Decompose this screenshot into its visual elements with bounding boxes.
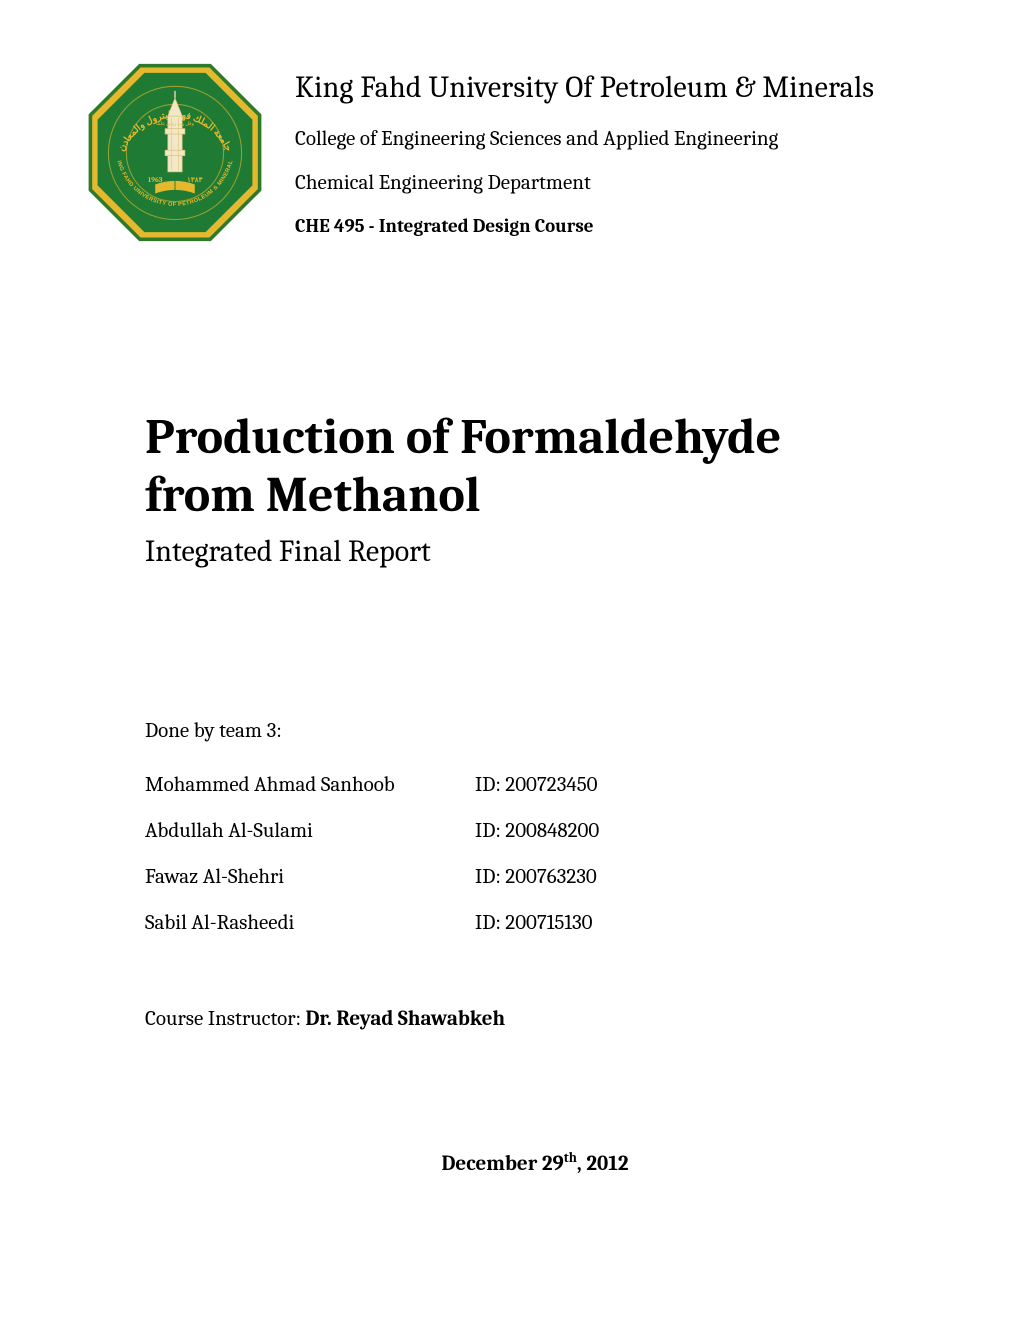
team-heading: Done by team 3: bbox=[145, 719, 925, 743]
team-block: Done by team 3: Mohammed Ahmad Sanhoob I… bbox=[145, 719, 925, 1031]
header-row: جامعة الملك فهد للبترول والمعادن KING FA… bbox=[145, 55, 925, 249]
logo-year-western: 1963 bbox=[148, 176, 163, 184]
header-text-block: King Fahd University Of Petroleum & Mine… bbox=[295, 55, 925, 237]
kfupm-logo-icon: جامعة الملك فهد للبترول والمعادن KING FA… bbox=[85, 60, 265, 249]
member-name: Abdullah Al-Sulami bbox=[145, 819, 475, 865]
date-prefix: December 29 bbox=[441, 1152, 563, 1176]
title-line-1: Production of Formaldehyde bbox=[145, 408, 781, 466]
table-row: Fawaz Al-Shehri ID: 200763230 bbox=[145, 865, 599, 911]
date-suffix: , 2012 bbox=[577, 1152, 629, 1176]
member-id: ID: 200715130 bbox=[475, 911, 599, 957]
team-table: Mohammed Ahmad Sanhoob ID: 200723450 Abd… bbox=[145, 773, 599, 957]
member-name: Sabil Al-Rasheedi bbox=[145, 911, 475, 957]
instructor-line: Course Instructor: Dr. Reyad Shawabkeh bbox=[145, 1007, 925, 1031]
table-row: Mohammed Ahmad Sanhoob ID: 200723450 bbox=[145, 773, 599, 819]
table-row: Abdullah Al-Sulami ID: 200848200 bbox=[145, 819, 599, 865]
course-code: CHE 495 - Integrated Design Course bbox=[295, 215, 925, 237]
report-title: Production of Formaldehyde from Methanol bbox=[145, 409, 925, 524]
member-id: ID: 200763230 bbox=[475, 865, 599, 911]
title-line-2: from Methanol bbox=[145, 466, 480, 524]
university-name: King Fahd University Of Petroleum & Mine… bbox=[295, 70, 925, 105]
member-id: ID: 200723450 bbox=[475, 773, 599, 819]
instructor-name: Dr. Reyad Shawabkeh bbox=[305, 1007, 505, 1031]
instructor-label: Course Instructor: bbox=[145, 1007, 305, 1031]
report-subtitle: Integrated Final Report bbox=[145, 534, 925, 569]
member-name: Fawaz Al-Shehri bbox=[145, 865, 475, 911]
member-id: ID: 200848200 bbox=[475, 819, 599, 865]
department-name: Chemical Engineering Department bbox=[295, 171, 925, 195]
logo-motto: وقل رب زدني علما bbox=[156, 121, 194, 127]
member-name: Mohammed Ahmad Sanhoob bbox=[145, 773, 475, 819]
logo-year-hijri: ١٣٨٣ bbox=[187, 176, 203, 184]
date-ordinal: th bbox=[564, 1151, 577, 1166]
report-date: December 29th, 2012 bbox=[145, 1151, 925, 1176]
college-name: College of Engineering Sciences and Appl… bbox=[295, 127, 925, 151]
title-block: Production of Formaldehyde from Methanol… bbox=[145, 409, 925, 569]
table-row: Sabil Al-Rasheedi ID: 200715130 bbox=[145, 911, 599, 957]
report-cover-page: جامعة الملك فهد للبترول والمعادن KING FA… bbox=[0, 0, 1020, 1320]
